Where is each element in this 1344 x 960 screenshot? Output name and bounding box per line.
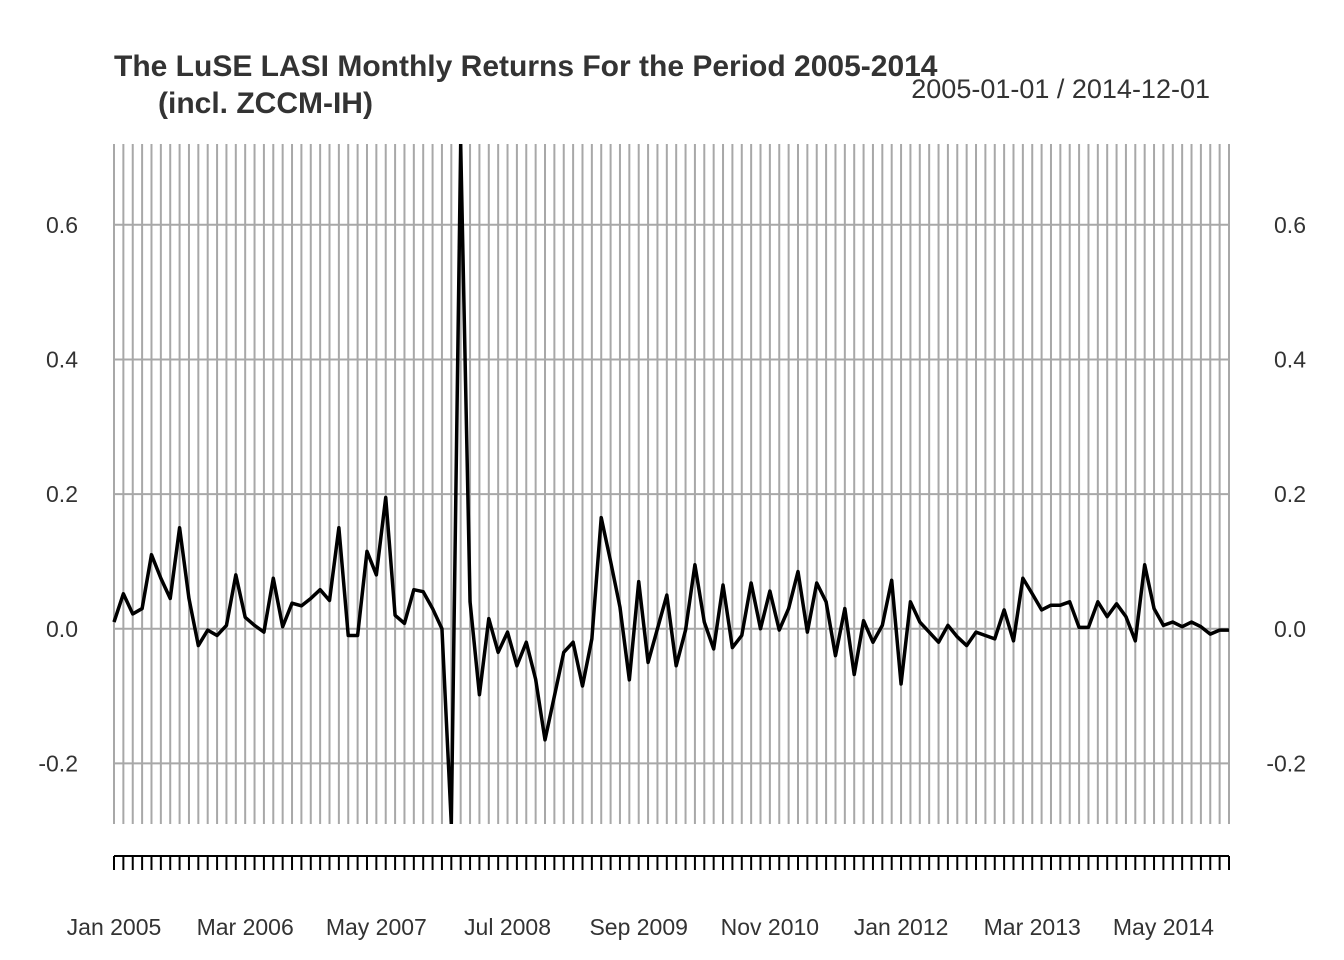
date-range-label: 2005-01-01 / 2014-12-01 bbox=[911, 74, 1210, 104]
y-tick-label-right: 0.6 bbox=[1274, 212, 1306, 238]
y-tick-label-right: -0.2 bbox=[1266, 750, 1306, 776]
x-axis-ticks bbox=[113, 855, 1230, 870]
y-tick-label-left: -0.2 bbox=[38, 750, 78, 776]
y-tick-label-left: 0.4 bbox=[46, 346, 78, 372]
chart-subtitle: (incl. ZCCM-IH) bbox=[158, 87, 373, 120]
x-tick-label: Sep 2009 bbox=[589, 914, 687, 940]
y-axis-labels-left: -0.2 0.0 0.2 0.4 0.6 bbox=[38, 212, 78, 777]
x-tick-label: Jan 2012 bbox=[854, 914, 949, 940]
chart-title: The LuSE LASI Monthly Returns For the Pe… bbox=[114, 50, 938, 83]
x-tick-label: Mar 2006 bbox=[197, 914, 294, 940]
x-tick-label: May 2007 bbox=[326, 914, 427, 940]
series-line bbox=[112, 144, 1229, 824]
x-tick-label: May 2014 bbox=[1113, 914, 1214, 940]
y-tick-label-right: 0.0 bbox=[1274, 616, 1306, 642]
y-tick-label-left: 0.6 bbox=[46, 212, 78, 238]
grid-lines bbox=[113, 144, 1230, 824]
y-axis-labels-right: -0.2 0.0 0.2 0.4 0.6 bbox=[1266, 212, 1306, 777]
x-tick-label: Jan 2005 bbox=[67, 914, 162, 940]
y-tick-label-left: 0.2 bbox=[46, 481, 78, 507]
y-tick-label-left: 0.0 bbox=[46, 616, 78, 642]
y-tick-label-right: 0.4 bbox=[1274, 346, 1306, 372]
x-tick-label: Mar 2013 bbox=[984, 914, 1081, 940]
series-group bbox=[112, 144, 1229, 824]
x-tick-label: Jul 2008 bbox=[464, 914, 551, 940]
x-axis-labels: Jan 2005 Mar 2006 May 2007 Jul 2008 Sep 2009… bbox=[67, 914, 1214, 940]
y-tick-label-right: 0.2 bbox=[1274, 481, 1306, 507]
x-tick-label: Nov 2010 bbox=[721, 914, 819, 940]
